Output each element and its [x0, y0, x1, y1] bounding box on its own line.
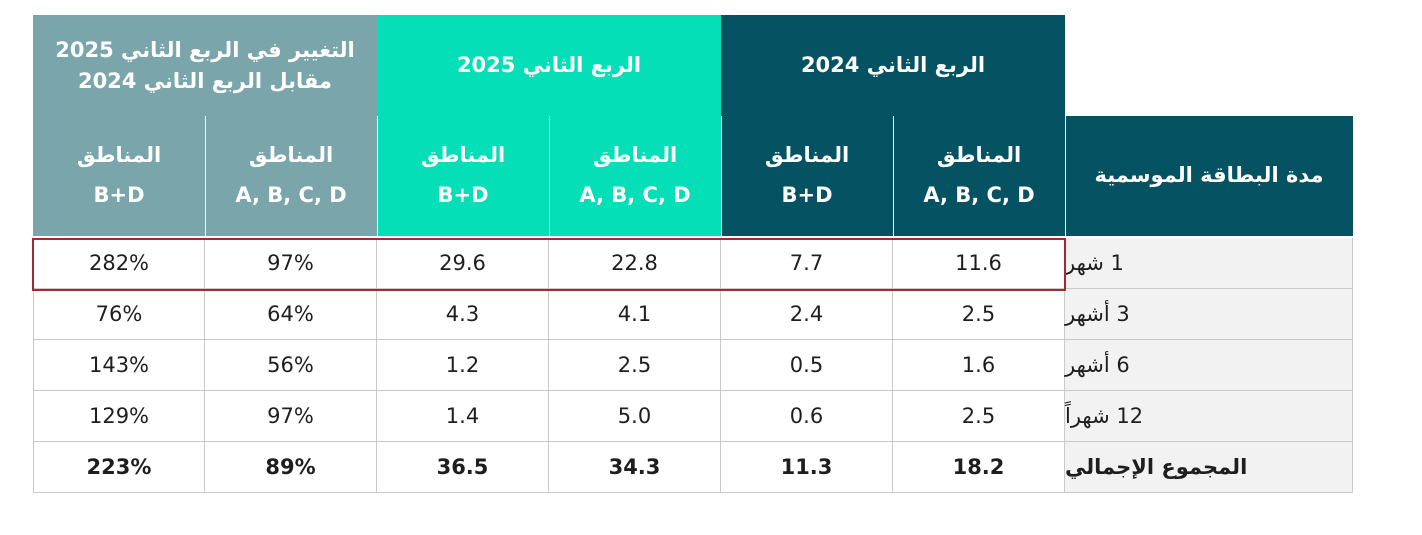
zones-bd: B+D [93, 183, 145, 207]
header-q24-abcd: المناطق A, B, C, D [893, 116, 1065, 236]
cell-chg-bd: 223% [33, 442, 205, 493]
cell-q24-bd: 7.7 [721, 238, 893, 289]
cell-q24-bd: 0.6 [721, 391, 893, 442]
cell-q25-abcd: 34.3 [549, 442, 721, 493]
row-label: 6 أشهر [1065, 340, 1353, 391]
cell-q25-bd: 1.4 [377, 391, 549, 442]
zones-label: المناطق [936, 143, 1022, 168]
cell-q25-abcd: 4.1 [549, 289, 721, 340]
cell-q24-abcd: 1.6 [893, 340, 1065, 391]
cell-chg-abcd: 56% [205, 340, 377, 391]
cell-chg-bd: 76% [33, 289, 205, 340]
header-q2-2025: الربع الثاني 2025 [377, 15, 721, 116]
header-q2-2024-text: الربع الثاني 2024 [800, 53, 986, 78]
row-label: المجموع الإجمالي [1065, 442, 1353, 493]
cell-q25-bd: 36.5 [377, 442, 549, 493]
header-seasonal-duration-text: مدة البطاقة الموسمية [1094, 163, 1324, 188]
cell-q24-abcd: 2.5 [893, 289, 1065, 340]
header-q25-bd: المناطق B+D [377, 116, 549, 236]
header-seasonal-duration: مدة البطاقة الموسمية [1065, 116, 1353, 236]
cell-chg-bd: 282% [33, 238, 205, 289]
zones-label: المناطق [76, 143, 162, 168]
header-chg-bd: المناطق B+D [33, 116, 205, 236]
header-q24-bd: المناطق B+D [721, 116, 893, 236]
header-divider [377, 116, 378, 236]
zones-abcd: A, B, C, D [923, 183, 1035, 207]
zones-abcd: A, B, C, D [579, 183, 691, 207]
header-divider [721, 116, 722, 236]
header-divider [1065, 116, 1066, 236]
seasonal-card-table: الربع الثاني 2024 الربع الثاني 2025 التغ… [32, 15, 1353, 496]
cell-q25-bd: 1.2 [377, 340, 549, 391]
cell-chg-abcd: 64% [205, 289, 377, 340]
zones-bd: B+D [781, 183, 833, 207]
cell-chg-bd: 143% [33, 340, 205, 391]
header-q2-2025-text: الربع الثاني 2025 [456, 53, 642, 78]
zones-label: المناطق [248, 143, 334, 168]
row-label: 1 شهر [1065, 238, 1353, 289]
cell-q24-abcd: 11.6 [893, 238, 1065, 289]
header-q25-abcd: المناطق A, B, C, D [549, 116, 721, 236]
row-label: 12 شهراً [1065, 391, 1353, 442]
cell-q25-abcd: 5.0 [549, 391, 721, 442]
cell-q24-bd: 2.4 [721, 289, 893, 340]
cell-q24-abcd: 2.5 [893, 391, 1065, 442]
cell-q24-bd: 11.3 [721, 442, 893, 493]
zones-label: المناطق [420, 143, 506, 168]
header-divider [205, 116, 206, 236]
zones-bd: B+D [437, 183, 489, 207]
cell-q25-bd: 4.3 [377, 289, 549, 340]
cell-q24-abcd: 18.2 [893, 442, 1065, 493]
header-change-line1: التغيير في الربع الثاني 2025 [55, 38, 355, 63]
header-change: التغيير في الربع الثاني 2025 مقابل الربع… [33, 15, 377, 116]
header-q2-2024: الربع الثاني 2024 [721, 15, 1065, 116]
zones-abcd: A, B, C, D [235, 183, 347, 207]
cell-q25-abcd: 2.5 [549, 340, 721, 391]
cell-chg-bd: 129% [33, 391, 205, 442]
header-chg-abcd: المناطق A, B, C, D [205, 116, 377, 236]
cell-chg-abcd: 97% [205, 391, 377, 442]
cell-chg-abcd: 97% [205, 238, 377, 289]
header-divider [549, 116, 550, 236]
zones-label: المناطق [764, 143, 850, 168]
cell-chg-abcd: 89% [205, 442, 377, 493]
row-label: 3 أشهر [1065, 289, 1353, 340]
header-divider [893, 116, 894, 236]
cell-q25-abcd: 22.8 [549, 238, 721, 289]
cell-q24-bd: 0.5 [721, 340, 893, 391]
zones-label: المناطق [592, 143, 678, 168]
cell-q25-bd: 29.6 [377, 238, 549, 289]
header-change-line2: مقابل الربع الثاني 2024 [77, 68, 333, 93]
